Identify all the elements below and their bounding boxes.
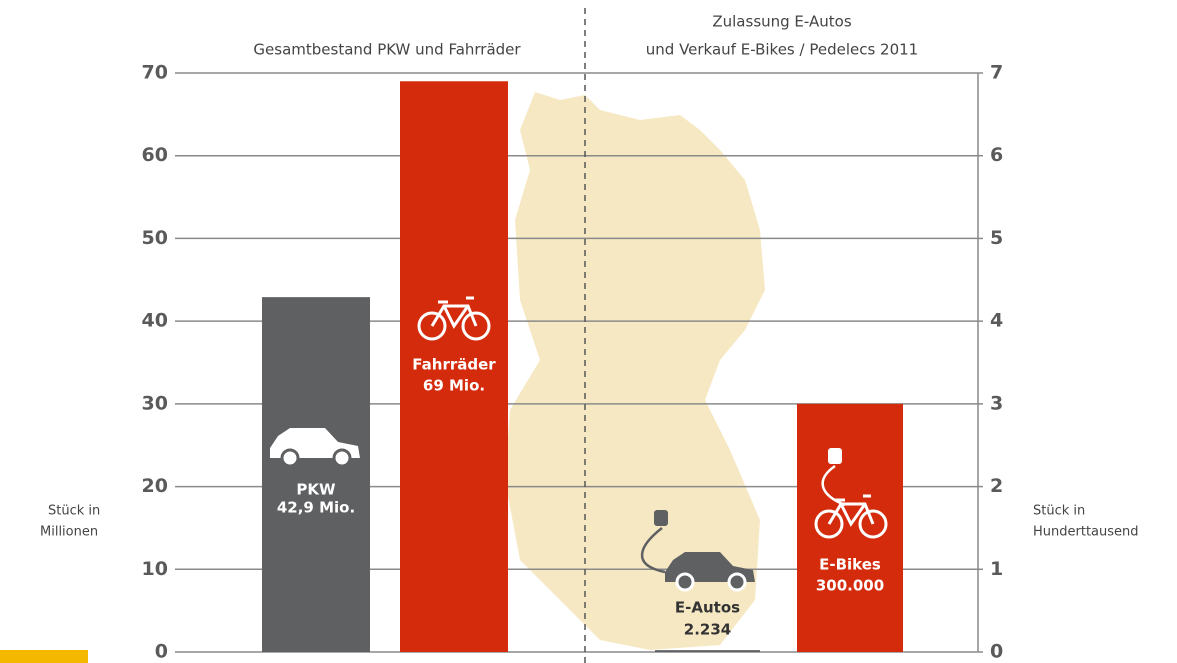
- plug-icon: [654, 510, 668, 526]
- y-tick-label: 10: [142, 558, 168, 580]
- y2-tick-label: 7: [990, 62, 1003, 84]
- bike-icon: [858, 509, 888, 539]
- y2-tick-label: 1: [990, 558, 1003, 580]
- bar: [400, 81, 508, 653]
- bar: [797, 403, 903, 652]
- corner-tab: [0, 650, 88, 663]
- bike-icon: [814, 509, 844, 539]
- chart-title-right: und Verkauf E-Bikes / Pedelecs 2011: [646, 41, 918, 59]
- bar: [262, 297, 370, 652]
- value-label: 2.234: [684, 621, 731, 639]
- bike-icon: [430, 296, 478, 329]
- y-tick-label: 0: [155, 641, 168, 663]
- y2-axis-label: Stück in: [1033, 504, 1085, 519]
- y-tick-label: 50: [142, 227, 168, 249]
- map-background: [505, 92, 765, 650]
- category-label: E-Autos: [675, 599, 740, 617]
- y2-tick-label: 0: [990, 641, 1003, 663]
- y-tick-label: 20: [142, 475, 168, 497]
- y-tick-label: 30: [142, 392, 168, 414]
- value-label: 42,9 Mio.: [277, 499, 355, 517]
- y2-axis-label: Hunderttausend: [1033, 525, 1139, 540]
- value-label: 300.000: [816, 577, 884, 595]
- plug-cable: [821, 464, 846, 507]
- category-label: Fahrräder: [412, 356, 496, 374]
- y-axis-label: Stück in: [48, 504, 100, 519]
- y-axis-label: Millionen: [40, 525, 98, 540]
- y2-tick-label: 3: [990, 392, 1003, 414]
- chart-title: Gesamtbestand PKW und Fahrräder: [253, 41, 521, 59]
- bike-icon: [461, 311, 491, 341]
- chart-title-right: Zulassung E-Autos: [712, 13, 851, 31]
- bike-icon: [417, 311, 447, 341]
- category-label: E-Bikes: [819, 556, 881, 574]
- y-tick-label: 70: [142, 62, 168, 84]
- y-tick-label: 60: [142, 144, 168, 166]
- plug-cable: [640, 527, 666, 574]
- car-wheel: [675, 572, 695, 592]
- car-wheel: [280, 448, 300, 468]
- car-wheel: [727, 572, 747, 592]
- y2-tick-label: 6: [990, 144, 1003, 166]
- bike-icon: [827, 494, 875, 527]
- y2-tick-label: 4: [990, 310, 1003, 332]
- value-label: 69 Mio.: [423, 377, 485, 395]
- y-tick-label: 40: [142, 310, 168, 332]
- car-wheel: [332, 448, 352, 468]
- bar: [655, 650, 760, 652]
- category-label: PKW: [296, 481, 336, 499]
- y2-tick-label: 2: [990, 475, 1003, 497]
- y2-tick-label: 5: [990, 227, 1003, 249]
- plug-icon: [828, 448, 842, 464]
